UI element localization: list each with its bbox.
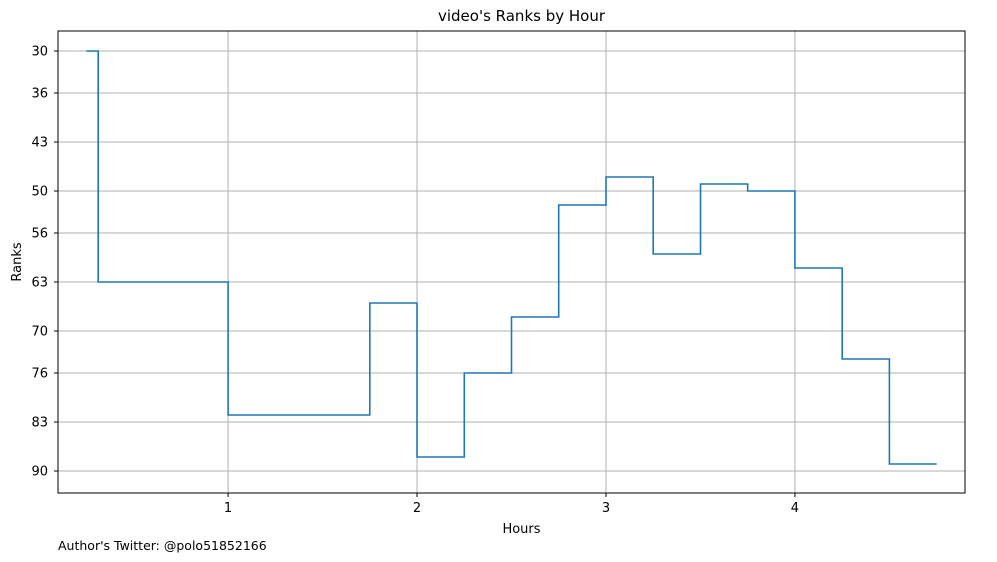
rank-series-line	[86, 50, 937, 465]
y-tick-label: 50	[31, 185, 48, 200]
y-tick-label: 76	[31, 367, 48, 382]
chart-title: video's Ranks by Hour	[438, 7, 606, 25]
x-axis-ticks: 1 2 3 4	[224, 493, 799, 516]
y-tick-label: 90	[31, 465, 48, 480]
x-tick-label: 2	[413, 501, 421, 516]
plot-background	[58, 31, 965, 493]
plot-frame	[57, 30, 966, 494]
y-tick-label: 63	[31, 276, 48, 291]
y-tick-label: 70	[31, 325, 48, 340]
y-tick-label: 43	[31, 136, 48, 151]
x-tick-label: 1	[224, 501, 232, 516]
grid	[58, 31, 965, 493]
y-tick-label: 83	[31, 416, 48, 431]
x-tick-label: 3	[602, 501, 610, 516]
author-credit: Author's Twitter: @polo51852166	[58, 538, 267, 553]
y-tick-label: 56	[31, 227, 48, 242]
y-axis-label: Ranks	[10, 242, 25, 281]
x-tick-label: 4	[791, 501, 799, 516]
x-axis-label: Hours	[502, 522, 540, 537]
y-axis-ticks: 30 36 43 50 56 63 70 76 83 90	[31, 45, 58, 480]
y-tick-label: 30	[31, 45, 48, 60]
y-tick-label: 36	[31, 87, 48, 102]
